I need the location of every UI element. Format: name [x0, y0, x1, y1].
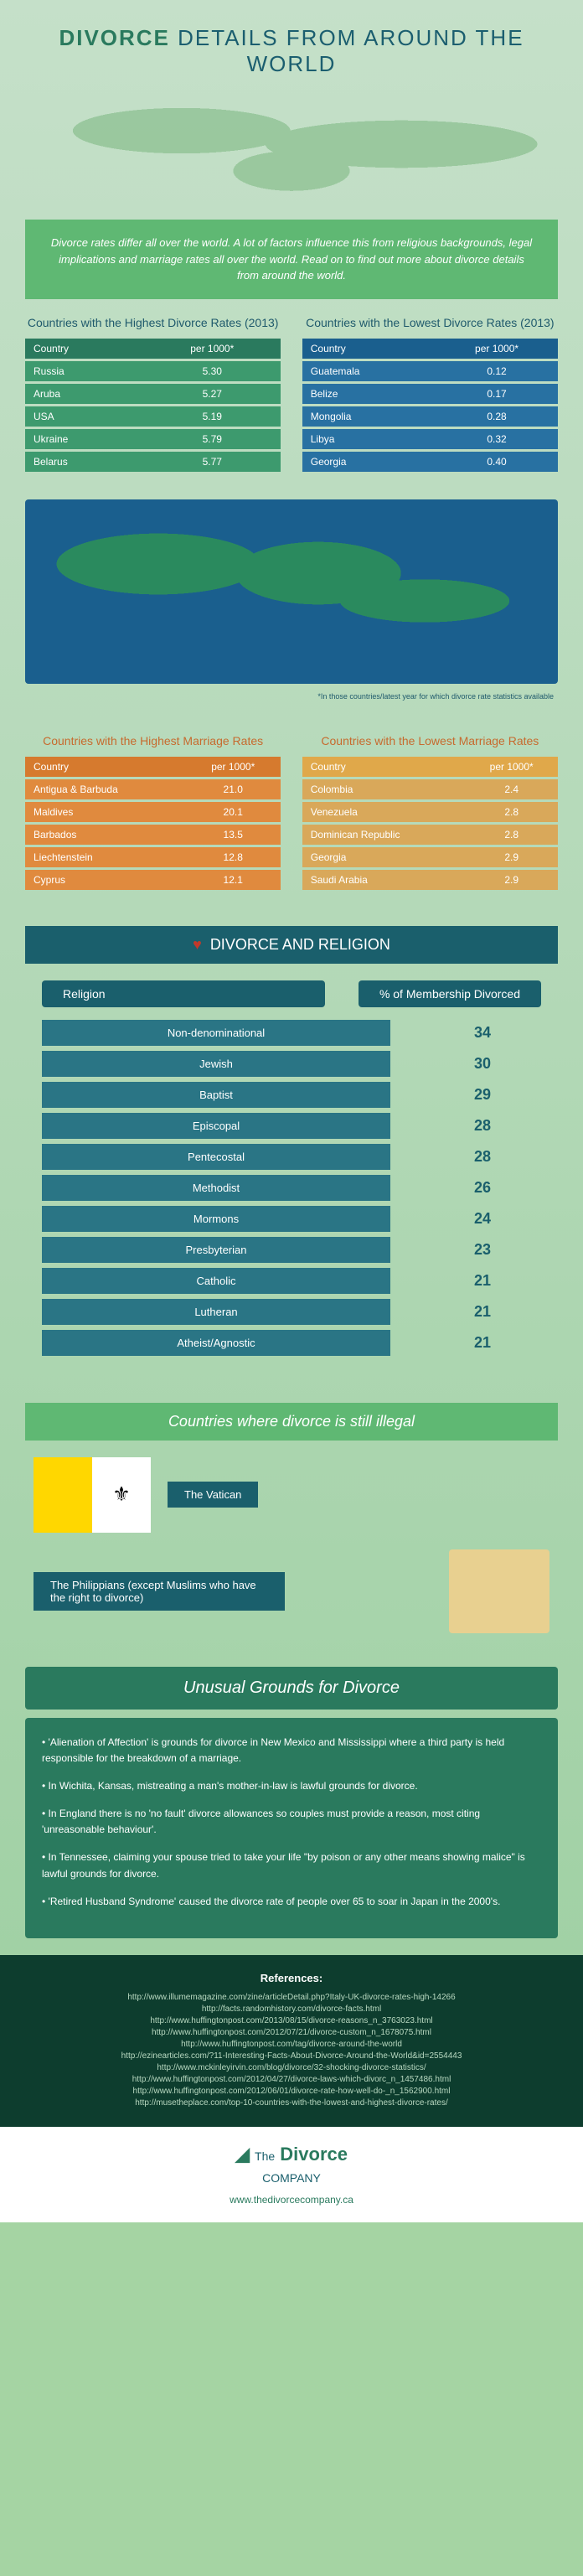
illegal-title: Countries where divorce is still illegal: [25, 1403, 558, 1441]
religion-name: Pentecostal: [42, 1144, 390, 1170]
religion-name: Mormons: [42, 1206, 390, 1232]
table-title: Countries with the Lowest Divorce Rates …: [302, 316, 558, 329]
religion-pct: 21: [424, 1272, 541, 1290]
lowest-marriage-table: Countries with the Lowest Marriage Rates…: [302, 734, 558, 892]
ref-link: http://www.huffingtonpost.com/2012/07/21…: [17, 2028, 566, 2037]
religion-name: Methodist: [42, 1175, 390, 1201]
table-title: Countries with the Highest Divorce Rates…: [25, 316, 281, 329]
religion-pct: 24: [424, 1210, 541, 1228]
ref-link: http://www.illumemagazine.com/zine/artic…: [17, 1993, 566, 2002]
religion-name: Lutheran: [42, 1299, 390, 1325]
ref-link: http://www.huffingtonpost.com/2012/06/01…: [17, 2087, 566, 2096]
religion-name: Jewish: [42, 1051, 390, 1077]
ref-link: http://www.mckinleyirvin.com/blog/divorc…: [17, 2063, 566, 2072]
religion-pct: 26: [424, 1179, 541, 1197]
divorce-tables: Countries with the Highest Divorce Rates…: [0, 299, 583, 491]
highest-divorce-table: Countries with the Highest Divorce Rates…: [25, 316, 281, 474]
illegal-section: Countries where divorce is still illegal…: [25, 1403, 558, 1650]
religion-row: Presbyterian 23: [42, 1237, 541, 1263]
religion-name: Baptist: [42, 1082, 390, 1108]
religion-pct: 21: [424, 1334, 541, 1352]
ref-link: http://musetheplace.com/top-10-countries…: [17, 2098, 566, 2108]
religion-col-header: Religion: [42, 980, 325, 1007]
religion-row: Pentecostal 28: [42, 1144, 541, 1170]
religion-pct: 21: [424, 1303, 541, 1321]
ref-link: http://facts.randomhistory.com/divorce-f…: [17, 2004, 566, 2014]
religion-pct: 28: [424, 1148, 541, 1166]
religion-pct: 30: [424, 1055, 541, 1073]
religion-row: Mormons 24: [42, 1206, 541, 1232]
vatican-label: The Vatican: [168, 1482, 258, 1508]
vatican-flag-icon: ⚜: [34, 1457, 151, 1533]
footnote: *In those countries/latest year for whic…: [29, 692, 554, 701]
marriage-tables: Countries with the Highest Marriage Rate…: [0, 717, 583, 909]
world-map-chart: [25, 499, 558, 684]
grounds-section: Unusual Grounds for Divorce • 'Alienatio…: [25, 1667, 558, 1939]
religion-pct: 29: [424, 1086, 541, 1104]
philippines-map-icon: [449, 1549, 549, 1633]
religion-row: Jewish 30: [42, 1051, 541, 1077]
religion-name: Catholic: [42, 1268, 390, 1294]
references: References: http://www.illumemagazine.co…: [0, 1955, 583, 2127]
religion-row: Non-denominational 34: [42, 1020, 541, 1046]
religion-pct: 23: [424, 1241, 541, 1259]
intro-text: Divorce rates differ all over the world.…: [25, 220, 558, 299]
religion-row: Methodist 26: [42, 1175, 541, 1201]
lowest-divorce-table: Countries with the Lowest Divorce Rates …: [302, 316, 558, 474]
ground-item: • 'Alienation of Affection' is grounds f…: [42, 1735, 541, 1766]
religion-name: Atheist/Agnostic: [42, 1330, 390, 1356]
religion-name: Episcopal: [42, 1113, 390, 1139]
table-title: Countries with the Highest Marriage Rate…: [25, 734, 281, 747]
main-title: DIVORCE DETAILS FROM AROUND THE WORLD: [17, 25, 566, 77]
pct-col-header: % of Membership Divorced: [359, 980, 541, 1007]
religion-section: Religion % of Membership Divorced Non-de…: [0, 972, 583, 1386]
company-url: www.thedivorcecompany.ca: [17, 2194, 566, 2206]
philippines-label: The Philippians (except Muslims who have…: [34, 1572, 285, 1611]
highest-marriage-table: Countries with the Highest Marriage Rate…: [25, 734, 281, 892]
religion-row: Baptist 29: [42, 1082, 541, 1108]
ref-link: http://www.huffingtonpost.com/tag/divorc…: [17, 2040, 566, 2049]
refs-title: References:: [17, 1972, 566, 1984]
grounds-title: Unusual Grounds for Divorce: [25, 1667, 558, 1710]
ground-item: • In Wichita, Kansas, mistreating a man'…: [42, 1778, 541, 1794]
religion-ribbon: DIVORCE AND RELIGION: [25, 926, 558, 964]
ground-item: • In Tennessee, claiming your spouse tri…: [42, 1849, 541, 1881]
world-map-decoration: [17, 77, 566, 211]
ref-link: http://www.huffingtonpost.com/2012/04/27…: [17, 2075, 566, 2084]
religion-pct: 34: [424, 1024, 541, 1042]
religion-name: Presbyterian: [42, 1237, 390, 1263]
ground-item: • 'Retired Husband Syndrome' caused the …: [42, 1894, 541, 1910]
footer: ◢ The DivorceCOMPANY www.thedivorcecompa…: [0, 2127, 583, 2222]
religion-row: Episcopal 28: [42, 1113, 541, 1139]
religion-row: Lutheran 21: [42, 1299, 541, 1325]
company-logo: ◢ The DivorceCOMPANY: [17, 2144, 566, 2187]
ref-link: http://www.huffingtonpost.com/2013/08/15…: [17, 2016, 566, 2025]
table-title: Countries with the Lowest Marriage Rates: [302, 734, 558, 747]
religion-row: Atheist/Agnostic 21: [42, 1330, 541, 1356]
header: DIVORCE DETAILS FROM AROUND THE WORLD: [0, 0, 583, 220]
religion-row: Catholic 21: [42, 1268, 541, 1294]
ground-item: • In England there is no 'no fault' divo…: [42, 1806, 541, 1838]
religion-pct: 28: [424, 1117, 541, 1135]
religion-name: Non-denominational: [42, 1020, 390, 1046]
ref-link: http://ezinearticles.com/?11-Interesting…: [17, 2051, 566, 2061]
infographic-container: DIVORCE DETAILS FROM AROUND THE WORLD Di…: [0, 0, 583, 2222]
